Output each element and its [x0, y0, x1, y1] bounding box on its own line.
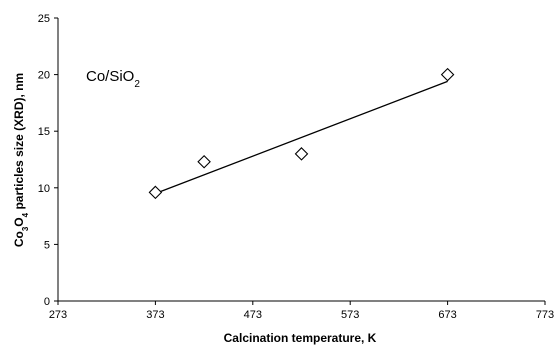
y-tick-label: 5: [44, 239, 50, 251]
y-tick-label: 20: [38, 70, 50, 82]
x-tick-label: 273: [49, 309, 67, 321]
ticks: 0 5 10 15 20 25 273 373 473 573 673 773: [38, 13, 554, 321]
axes: [57, 18, 545, 302]
y-axis-title-sub2: 4: [21, 212, 30, 217]
x-axis-title: Calcination temperature, K: [224, 331, 377, 345]
data-points: [148, 67, 455, 200]
data-point: [197, 154, 211, 169]
trendline: [155, 80, 448, 195]
trendline-group: [155, 80, 448, 195]
data-point: [440, 67, 455, 82]
x-tick-label: 573: [341, 309, 359, 321]
chart-annotation: Co/SiO2: [86, 68, 140, 90]
x-tick-label: 673: [438, 309, 456, 321]
y-axis-title: Co3O4 particles size (XRD), nm: [12, 73, 30, 247]
data-point: [294, 147, 309, 161]
annotation-subscript: 2: [134, 79, 140, 90]
y-tick-label: 25: [38, 13, 50, 25]
x-tick-label: 373: [146, 309, 164, 321]
x-tick-label: 773: [536, 309, 554, 321]
y-tick-label: 15: [38, 126, 50, 138]
data-point: [148, 185, 163, 200]
y-axis-title-sub1: 3: [21, 226, 30, 231]
y-tick-label: 0: [44, 296, 50, 308]
y-tick-label: 10: [38, 183, 50, 195]
x-tick-label: 473: [244, 309, 262, 321]
